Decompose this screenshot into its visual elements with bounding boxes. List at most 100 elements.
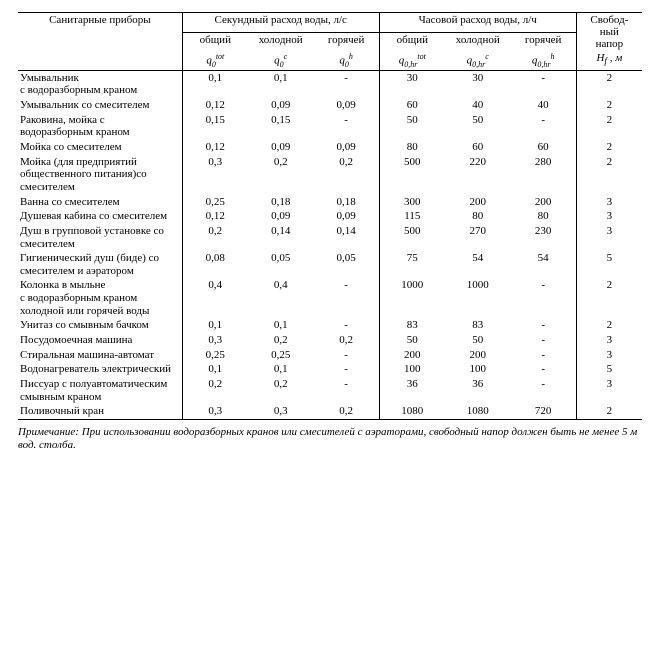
- q0-hot: 0,2: [314, 155, 380, 195]
- hdr-hr-cold: холодной: [445, 32, 511, 51]
- qhr-hot: -: [511, 278, 577, 318]
- qhr-cold: 270: [445, 224, 511, 251]
- table-row: Гигиенический душ (биде) со смесителем и…: [18, 251, 642, 278]
- device-name: Умывальник со смесителем: [18, 98, 182, 113]
- hf: 3: [576, 348, 642, 363]
- q0-hot: 0,09: [314, 209, 380, 224]
- hdr-f-q0hrh: q0,hrh: [511, 51, 577, 70]
- qhr-cold: 54: [445, 251, 511, 278]
- device-name: Поливочный кран: [18, 404, 182, 419]
- qhr-hot: -: [511, 70, 577, 98]
- hdr-sec-cold: холодной: [248, 32, 314, 51]
- q0-cold: 0,09: [248, 209, 314, 224]
- device-name: Раковина, мойка с водоразборным краном: [18, 113, 182, 140]
- q0-cold: 0,2: [248, 377, 314, 404]
- qhr-total: 500: [379, 155, 445, 195]
- qhr-hot: 40: [511, 98, 577, 113]
- hf: 2: [576, 318, 642, 333]
- qhr-total: 75: [379, 251, 445, 278]
- qhr-cold: 50: [445, 113, 511, 140]
- q0-cold: 0,1: [248, 70, 314, 98]
- device-name: Посудомоечная машина: [18, 333, 182, 348]
- q0-hot: 0,09: [314, 98, 380, 113]
- footnote: Примечание: При использовании водоразбор…: [18, 426, 642, 452]
- hf: 2: [576, 278, 642, 318]
- qhr-hot: -: [511, 377, 577, 404]
- qhr-total: 30: [379, 70, 445, 98]
- device-name: Душевая кабина со смесителем: [18, 209, 182, 224]
- table-row: Раковина, мойка с водоразборным краном 0,…: [18, 113, 642, 140]
- qhr-cold: 1080: [445, 404, 511, 419]
- table-row: Колонка в мыльнес водоразборным краном х…: [18, 278, 642, 318]
- qhr-total: 80: [379, 140, 445, 155]
- qhr-hot: -: [511, 113, 577, 140]
- qhr-total: 50: [379, 333, 445, 348]
- qhr-hot: 720: [511, 404, 577, 419]
- hf: 2: [576, 404, 642, 419]
- qhr-cold: 50: [445, 333, 511, 348]
- hdr-f-q0c: q0c: [248, 51, 314, 70]
- hf: 5: [576, 362, 642, 377]
- q0-total: 0,2: [182, 377, 248, 404]
- hdr-hr-hot: горячей: [511, 32, 577, 51]
- qhr-total: 83: [379, 318, 445, 333]
- hdr-f-q0tot: q0tot: [182, 51, 248, 70]
- table-row: Ванна со смесителем0,250,180,18300200200…: [18, 195, 642, 210]
- hdr-f-Hf: Hf , м: [576, 51, 642, 70]
- device-name: Унитаз со смывным бачком: [18, 318, 182, 333]
- device-name: Мойка (для предприятий общественного пит…: [18, 155, 182, 195]
- device-name: Стиральная машина-автомат: [18, 348, 182, 363]
- hdr-f-q0h: q0h: [314, 51, 380, 70]
- qhr-cold: 1000: [445, 278, 511, 318]
- qhr-hot: -: [511, 318, 577, 333]
- qhr-hot: 80: [511, 209, 577, 224]
- qhr-total: 500: [379, 224, 445, 251]
- hf: 2: [576, 113, 642, 140]
- hf: 3: [576, 209, 642, 224]
- q0-cold: 0,15: [248, 113, 314, 140]
- qhr-total: 100: [379, 362, 445, 377]
- qhr-hot: 54: [511, 251, 577, 278]
- hdr-hr: Часовой расход воды, л/ч: [379, 13, 576, 33]
- qhr-total: 50: [379, 113, 445, 140]
- q0-hot: 0,2: [314, 404, 380, 419]
- q0-cold: 0,1: [248, 362, 314, 377]
- qhr-cold: 83: [445, 318, 511, 333]
- table-row: Поливочный кран0,30,30,2108010807202: [18, 404, 642, 419]
- hf: 3: [576, 195, 642, 210]
- hf: 3: [576, 224, 642, 251]
- q0-total: 0,25: [182, 195, 248, 210]
- qhr-hot: 200: [511, 195, 577, 210]
- hdr-hr-total: общий: [379, 32, 445, 51]
- device-name: Умывальникс водоразборным краном: [18, 70, 182, 98]
- table-row: Умывальник со смесителем0,120,090,096040…: [18, 98, 642, 113]
- hf: 5: [576, 251, 642, 278]
- q0-hot: -: [314, 113, 380, 140]
- q0-hot: 0,09: [314, 140, 380, 155]
- qhr-cold: 220: [445, 155, 511, 195]
- device-name: Душ в групповой установке со смесителем: [18, 224, 182, 251]
- qhr-hot: -: [511, 333, 577, 348]
- q0-total: 0,1: [182, 70, 248, 98]
- qhr-total: 36: [379, 377, 445, 404]
- device-name: Ванна со смесителем: [18, 195, 182, 210]
- qhr-hot: -: [511, 362, 577, 377]
- hdr-sec: Секундный расход воды, л/с: [182, 13, 379, 33]
- table-row: Стиральная машина-автомат0,250,25-200200…: [18, 348, 642, 363]
- q0-total: 0,12: [182, 140, 248, 155]
- hf: 2: [576, 140, 642, 155]
- q0-total: 0,1: [182, 362, 248, 377]
- qhr-cold: 100: [445, 362, 511, 377]
- q0-cold: 0,18: [248, 195, 314, 210]
- q0-hot: 0,05: [314, 251, 380, 278]
- q0-total: 0,12: [182, 98, 248, 113]
- q0-hot: 0,14: [314, 224, 380, 251]
- qhr-cold: 36: [445, 377, 511, 404]
- device-name: Гигиенический душ (биде) со смесителем и…: [18, 251, 182, 278]
- table-row: Писсуар с полуавтоматическим смывным кра…: [18, 377, 642, 404]
- device-name: Мойка со смесителем: [18, 140, 182, 155]
- hdr-sec-total: общий: [182, 32, 248, 51]
- q0-total: 0,25: [182, 348, 248, 363]
- q0-total: 0,3: [182, 155, 248, 195]
- device-name: Колонка в мыльнес водоразборным краном х…: [18, 278, 182, 318]
